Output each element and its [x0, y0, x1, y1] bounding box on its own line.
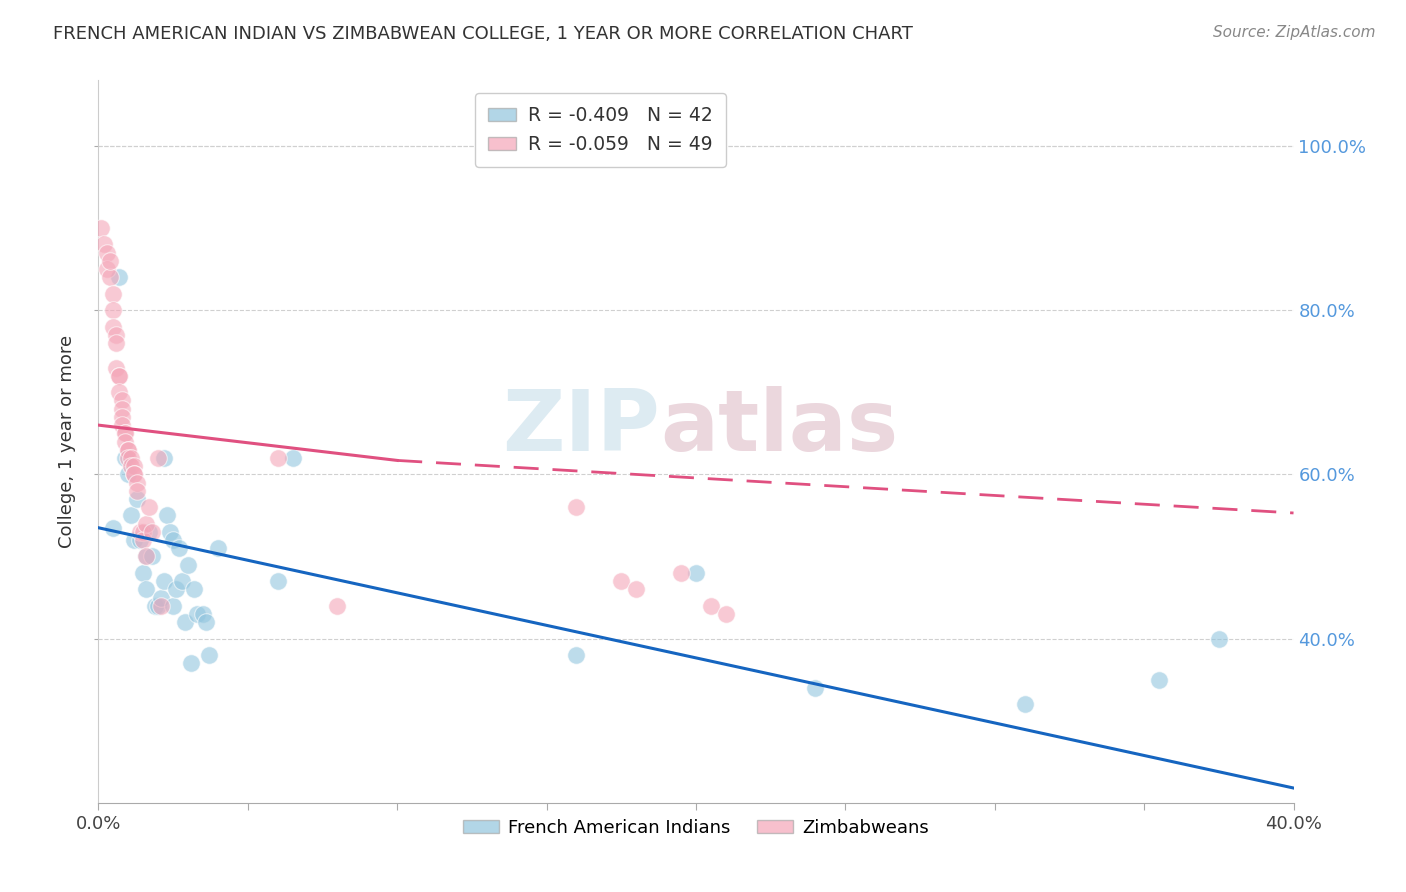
Point	[117, 442, 139, 457]
Point	[120, 450, 142, 465]
Point	[108, 368, 131, 383]
Point	[191, 607, 214, 621]
Legend: French American Indians, Zimbabweans: French American Indians, Zimbabweans	[456, 812, 936, 845]
Point	[186, 607, 208, 621]
Point	[124, 533, 146, 547]
Point	[124, 459, 146, 474]
Point	[141, 524, 163, 539]
Point	[120, 459, 142, 474]
Point	[127, 475, 149, 490]
Point	[159, 524, 181, 539]
Point	[127, 483, 149, 498]
Point	[98, 270, 122, 285]
Point	[111, 401, 134, 416]
Point	[129, 533, 152, 547]
Point	[135, 549, 157, 564]
Text: ZIP: ZIP	[502, 385, 661, 468]
Point	[135, 549, 157, 564]
Point	[195, 615, 218, 630]
Point	[114, 434, 136, 449]
Point	[153, 450, 176, 465]
Point	[183, 582, 205, 597]
Point	[207, 541, 229, 556]
Point	[124, 467, 146, 482]
Point	[120, 508, 142, 523]
Point	[129, 524, 152, 539]
Point	[127, 491, 149, 506]
Point	[141, 549, 163, 564]
Point	[93, 237, 115, 252]
Point	[165, 582, 187, 597]
Point	[610, 574, 633, 588]
Point	[105, 327, 128, 342]
Point	[1208, 632, 1230, 646]
Point	[565, 500, 588, 515]
Point	[117, 450, 139, 465]
Point	[108, 270, 131, 285]
Point	[150, 591, 173, 605]
Point	[714, 607, 737, 621]
Point	[669, 566, 692, 580]
Point	[114, 426, 136, 441]
Point	[1147, 673, 1170, 687]
Point	[111, 409, 134, 424]
Point	[117, 467, 139, 482]
Text: FRENCH AMERICAN INDIAN VS ZIMBABWEAN COLLEGE, 1 YEAR OR MORE CORRELATION CHART: FRENCH AMERICAN INDIAN VS ZIMBABWEAN COL…	[53, 25, 914, 43]
Point	[132, 566, 155, 580]
Point	[162, 599, 184, 613]
Point	[103, 303, 125, 318]
Point	[143, 599, 166, 613]
Point	[267, 574, 290, 588]
Point	[148, 450, 170, 465]
Point	[103, 521, 125, 535]
Point	[111, 418, 134, 433]
Point	[167, 541, 190, 556]
Point	[135, 516, 157, 531]
Point	[135, 582, 157, 597]
Point	[180, 657, 202, 671]
Point	[98, 253, 122, 268]
Point	[685, 566, 707, 580]
Point	[111, 393, 134, 408]
Text: Source: ZipAtlas.com: Source: ZipAtlas.com	[1212, 25, 1375, 40]
Point	[177, 558, 200, 572]
Point	[114, 426, 136, 441]
Point	[326, 599, 349, 613]
Point	[105, 336, 128, 351]
Point	[103, 286, 125, 301]
Text: atlas: atlas	[661, 385, 898, 468]
Point	[108, 368, 131, 383]
Point	[108, 385, 131, 400]
Point	[172, 574, 194, 588]
Point	[804, 681, 827, 695]
Point	[105, 360, 128, 375]
Point	[132, 524, 155, 539]
Point	[565, 648, 588, 662]
Point	[148, 599, 170, 613]
Point	[156, 508, 179, 523]
Point	[198, 648, 221, 662]
Point	[626, 582, 648, 597]
Point	[96, 262, 118, 277]
Point	[103, 319, 125, 334]
Point	[138, 500, 160, 515]
Point	[90, 221, 112, 235]
Point	[132, 533, 155, 547]
Point	[700, 599, 723, 613]
Point	[117, 442, 139, 457]
Point	[162, 533, 184, 547]
Point	[96, 245, 118, 260]
Point	[124, 467, 146, 482]
Point	[114, 450, 136, 465]
Point	[138, 524, 160, 539]
Point	[153, 574, 176, 588]
Y-axis label: College, 1 year or more: College, 1 year or more	[58, 335, 76, 548]
Point	[1014, 698, 1036, 712]
Point	[174, 615, 197, 630]
Point	[267, 450, 290, 465]
Point	[281, 450, 304, 465]
Point	[150, 599, 173, 613]
